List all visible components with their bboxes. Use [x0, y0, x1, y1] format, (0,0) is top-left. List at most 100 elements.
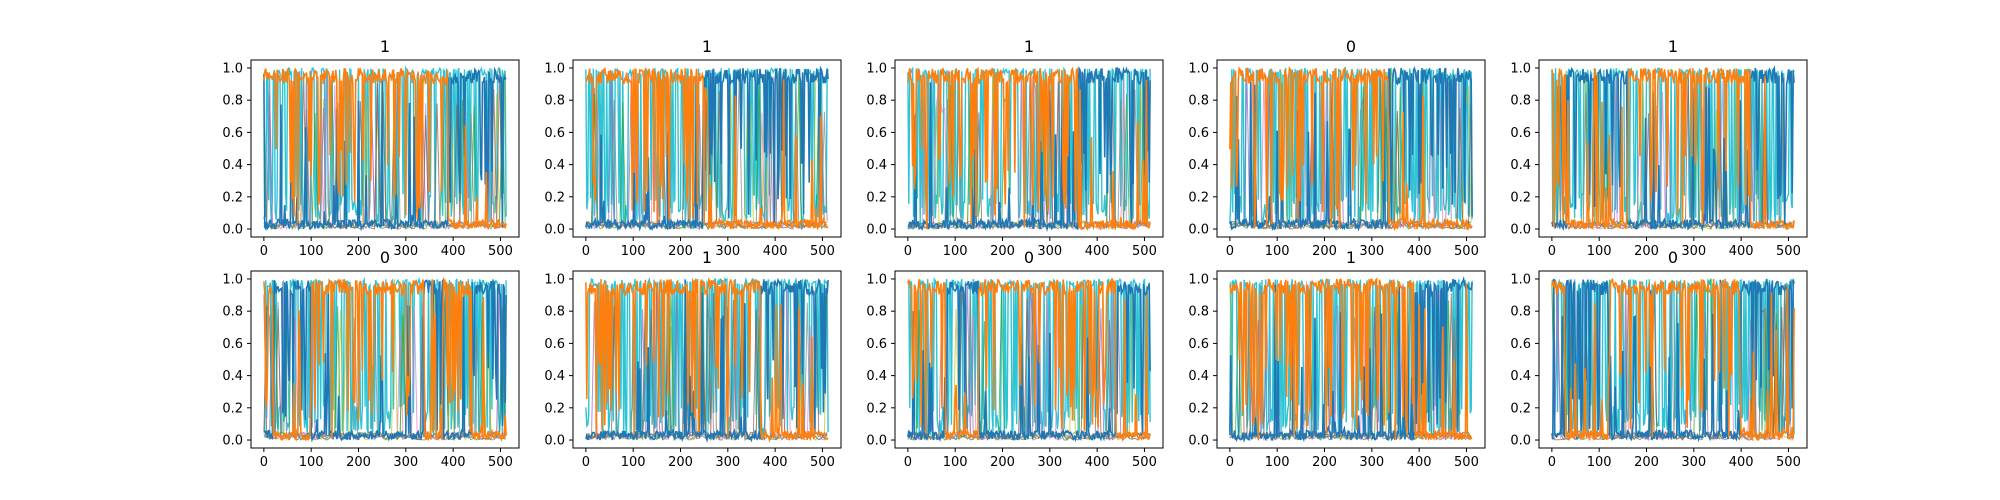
- series-line: [1229, 66, 1473, 232]
- y-tick-label: 0.0: [866, 434, 887, 449]
- series-line: [263, 276, 507, 443]
- subplot-title: 1: [702, 248, 712, 267]
- y-tick-label: 0.0: [544, 434, 565, 449]
- y-tick-label: 0.0: [1188, 434, 1209, 449]
- y-tick-label: 0.2: [222, 190, 243, 205]
- x-tick-label: 100: [943, 455, 968, 470]
- x-tick-label: 500: [1454, 455, 1479, 470]
- series-line: [585, 65, 829, 232]
- plot-area: [263, 65, 507, 232]
- x-tick-label: 500: [1132, 455, 1157, 470]
- series-line: [1229, 66, 1473, 232]
- axes-frame: [1216, 270, 1486, 449]
- x-tick-label: 100: [943, 244, 968, 259]
- y-tick-label: 0.6: [1510, 337, 1531, 352]
- y-tick-label: 1.0: [1188, 61, 1209, 76]
- x-tick-label: 500: [1132, 244, 1157, 259]
- x-tick-label: 0: [1226, 455, 1234, 470]
- x-tick-label: 200: [1312, 244, 1337, 259]
- series-line: [907, 66, 1151, 232]
- y-tick-label: 0.0: [1510, 223, 1531, 238]
- plot-area: [1229, 276, 1473, 443]
- x-tick-label: 300: [1681, 455, 1706, 470]
- y-tick-label: 0.8: [222, 305, 243, 320]
- series-line: [1229, 276, 1473, 442]
- x-tick-label: 0: [1226, 244, 1234, 259]
- y-tick-label: 0.2: [866, 401, 887, 416]
- x-tick-label: 100: [299, 244, 324, 259]
- x-tick-label: 400: [1085, 244, 1110, 259]
- y-tick-label: 1.0: [544, 61, 565, 76]
- y-tick-label: 0.2: [1188, 190, 1209, 205]
- series-line: [907, 65, 1151, 232]
- y-tick-label: 0.8: [1510, 305, 1531, 320]
- x-tick-label: 200: [346, 244, 371, 259]
- y-tick-label: 0.8: [544, 94, 565, 109]
- y-tick-label: 1.0: [222, 61, 243, 76]
- plot-area: [263, 276, 507, 443]
- subplot: 0 100 200 300 400 500 0.0 0.2 0.4 0.6 0.8 1.0 0: [1188, 37, 1486, 259]
- y-tick-label: 0.6: [1188, 126, 1209, 141]
- x-tick-label: 500: [1454, 244, 1479, 259]
- x-tick-label: 0: [1548, 244, 1556, 259]
- x-tick-label: 0: [582, 244, 590, 259]
- x-tick-label: 200: [1312, 455, 1337, 470]
- y-tick-label: 0.6: [222, 337, 243, 352]
- series-line: [1551, 65, 1795, 232]
- series-line: [907, 66, 1151, 226]
- y-tick-label: 0.2: [1510, 190, 1531, 205]
- x-tick-label: 400: [1729, 244, 1754, 259]
- y-tick-label: 0.8: [866, 94, 887, 109]
- x-tick-label: 100: [1587, 455, 1612, 470]
- x-tick-label: 0: [904, 455, 912, 470]
- x-tick-label: 400: [763, 455, 788, 470]
- series-line: [585, 276, 829, 437]
- series-line: [263, 66, 507, 230]
- y-tick-label: 0.4: [222, 158, 243, 173]
- subplot: 0 100 200 300 400 500 0.0 0.2 0.4 0.6 0.8 1.0 1: [1188, 248, 1486, 470]
- y-tick-label: 0.4: [544, 369, 565, 384]
- x-tick-label: 200: [1634, 244, 1659, 259]
- plot-area: [585, 276, 829, 444]
- y-tick-label: 0.4: [1188, 158, 1209, 173]
- series-line: [907, 280, 1151, 443]
- y-tick-label: 0.4: [1510, 158, 1531, 173]
- series-line: [585, 277, 829, 444]
- axes-frame: [894, 270, 1164, 449]
- plot-area: [1551, 65, 1795, 232]
- y-tick-label: 0.4: [866, 158, 887, 173]
- y-tick-label: 1.0: [866, 272, 887, 287]
- x-tick-label: 200: [990, 455, 1015, 470]
- x-tick-label: 500: [488, 244, 513, 259]
- x-tick-label: 100: [621, 244, 646, 259]
- subplot: 0 100 200 300 400 500 0.0 0.2 0.4 0.6 0.8 1.0 0: [866, 248, 1164, 470]
- subplot-title: 1: [380, 37, 390, 56]
- axes-frame: [250, 59, 520, 238]
- x-tick-label: 100: [621, 455, 646, 470]
- x-tick-label: 300: [393, 244, 418, 259]
- axes-frame: [572, 59, 842, 238]
- y-tick-label: 0.8: [866, 305, 887, 320]
- subplot-title: 0: [1346, 37, 1356, 56]
- plot-area: [907, 276, 1151, 443]
- x-tick-label: 400: [1407, 244, 1432, 259]
- x-tick-label: 100: [299, 455, 324, 470]
- axes-frame: [1216, 59, 1486, 238]
- plot-area: [1229, 66, 1473, 232]
- series-line: [1229, 276, 1473, 443]
- x-tick-label: 400: [763, 244, 788, 259]
- y-tick-label: 1.0: [222, 272, 243, 287]
- y-tick-label: 0.2: [222, 401, 243, 416]
- y-tick-label: 0.6: [1510, 126, 1531, 141]
- y-tick-label: 1.0: [544, 272, 565, 287]
- y-tick-label: 0.0: [222, 223, 243, 238]
- y-tick-label: 0.6: [1188, 337, 1209, 352]
- subplot-title: 0: [1024, 248, 1034, 267]
- y-tick-label: 0.4: [544, 158, 565, 173]
- subplot: 0 100 200 300 400 500 0.0 0.2 0.4 0.6 0.8 1.0 1: [544, 248, 842, 470]
- x-tick-label: 200: [668, 455, 693, 470]
- x-tick-label: 300: [1359, 455, 1384, 470]
- y-tick-label: 0.8: [1510, 94, 1531, 109]
- axes-frame: [250, 270, 520, 449]
